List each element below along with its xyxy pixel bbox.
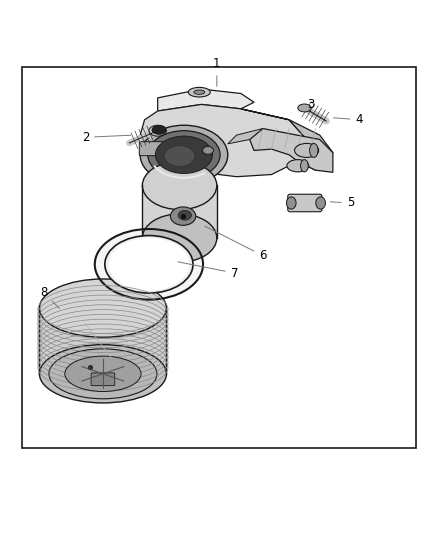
FancyBboxPatch shape [288, 194, 322, 212]
Ellipse shape [194, 90, 205, 94]
Ellipse shape [170, 207, 196, 225]
Ellipse shape [105, 236, 193, 293]
Polygon shape [158, 89, 254, 111]
Polygon shape [241, 109, 333, 170]
Text: 1: 1 [213, 57, 221, 86]
Ellipse shape [39, 279, 166, 337]
Ellipse shape [142, 214, 217, 262]
Ellipse shape [300, 159, 308, 172]
Ellipse shape [140, 125, 228, 184]
Ellipse shape [109, 238, 189, 290]
Ellipse shape [316, 197, 325, 209]
Text: 3: 3 [307, 98, 314, 111]
Ellipse shape [155, 136, 212, 173]
Text: 5: 5 [330, 197, 354, 209]
Ellipse shape [202, 147, 213, 155]
Ellipse shape [164, 146, 195, 167]
Ellipse shape [148, 131, 220, 179]
Ellipse shape [298, 104, 311, 112]
Ellipse shape [95, 229, 203, 300]
Ellipse shape [178, 211, 191, 220]
Ellipse shape [65, 356, 141, 392]
Ellipse shape [310, 143, 318, 157]
FancyBboxPatch shape [91, 373, 115, 386]
Ellipse shape [39, 345, 166, 403]
Ellipse shape [142, 161, 217, 209]
Polygon shape [250, 128, 333, 172]
Ellipse shape [49, 349, 157, 399]
Text: 4: 4 [333, 114, 363, 126]
Text: 2: 2 [81, 131, 131, 144]
FancyBboxPatch shape [139, 142, 163, 156]
Ellipse shape [286, 197, 296, 209]
Polygon shape [228, 128, 263, 144]
Text: 7: 7 [178, 262, 238, 280]
Ellipse shape [188, 87, 210, 97]
Polygon shape [140, 104, 307, 177]
Text: 8: 8 [40, 286, 60, 308]
Bar [142, 185, 217, 238]
Text: 6: 6 [205, 226, 267, 262]
Bar [22, 67, 416, 448]
Ellipse shape [152, 125, 166, 134]
Ellipse shape [294, 143, 318, 157]
Bar [39, 308, 166, 374]
Ellipse shape [287, 159, 309, 172]
